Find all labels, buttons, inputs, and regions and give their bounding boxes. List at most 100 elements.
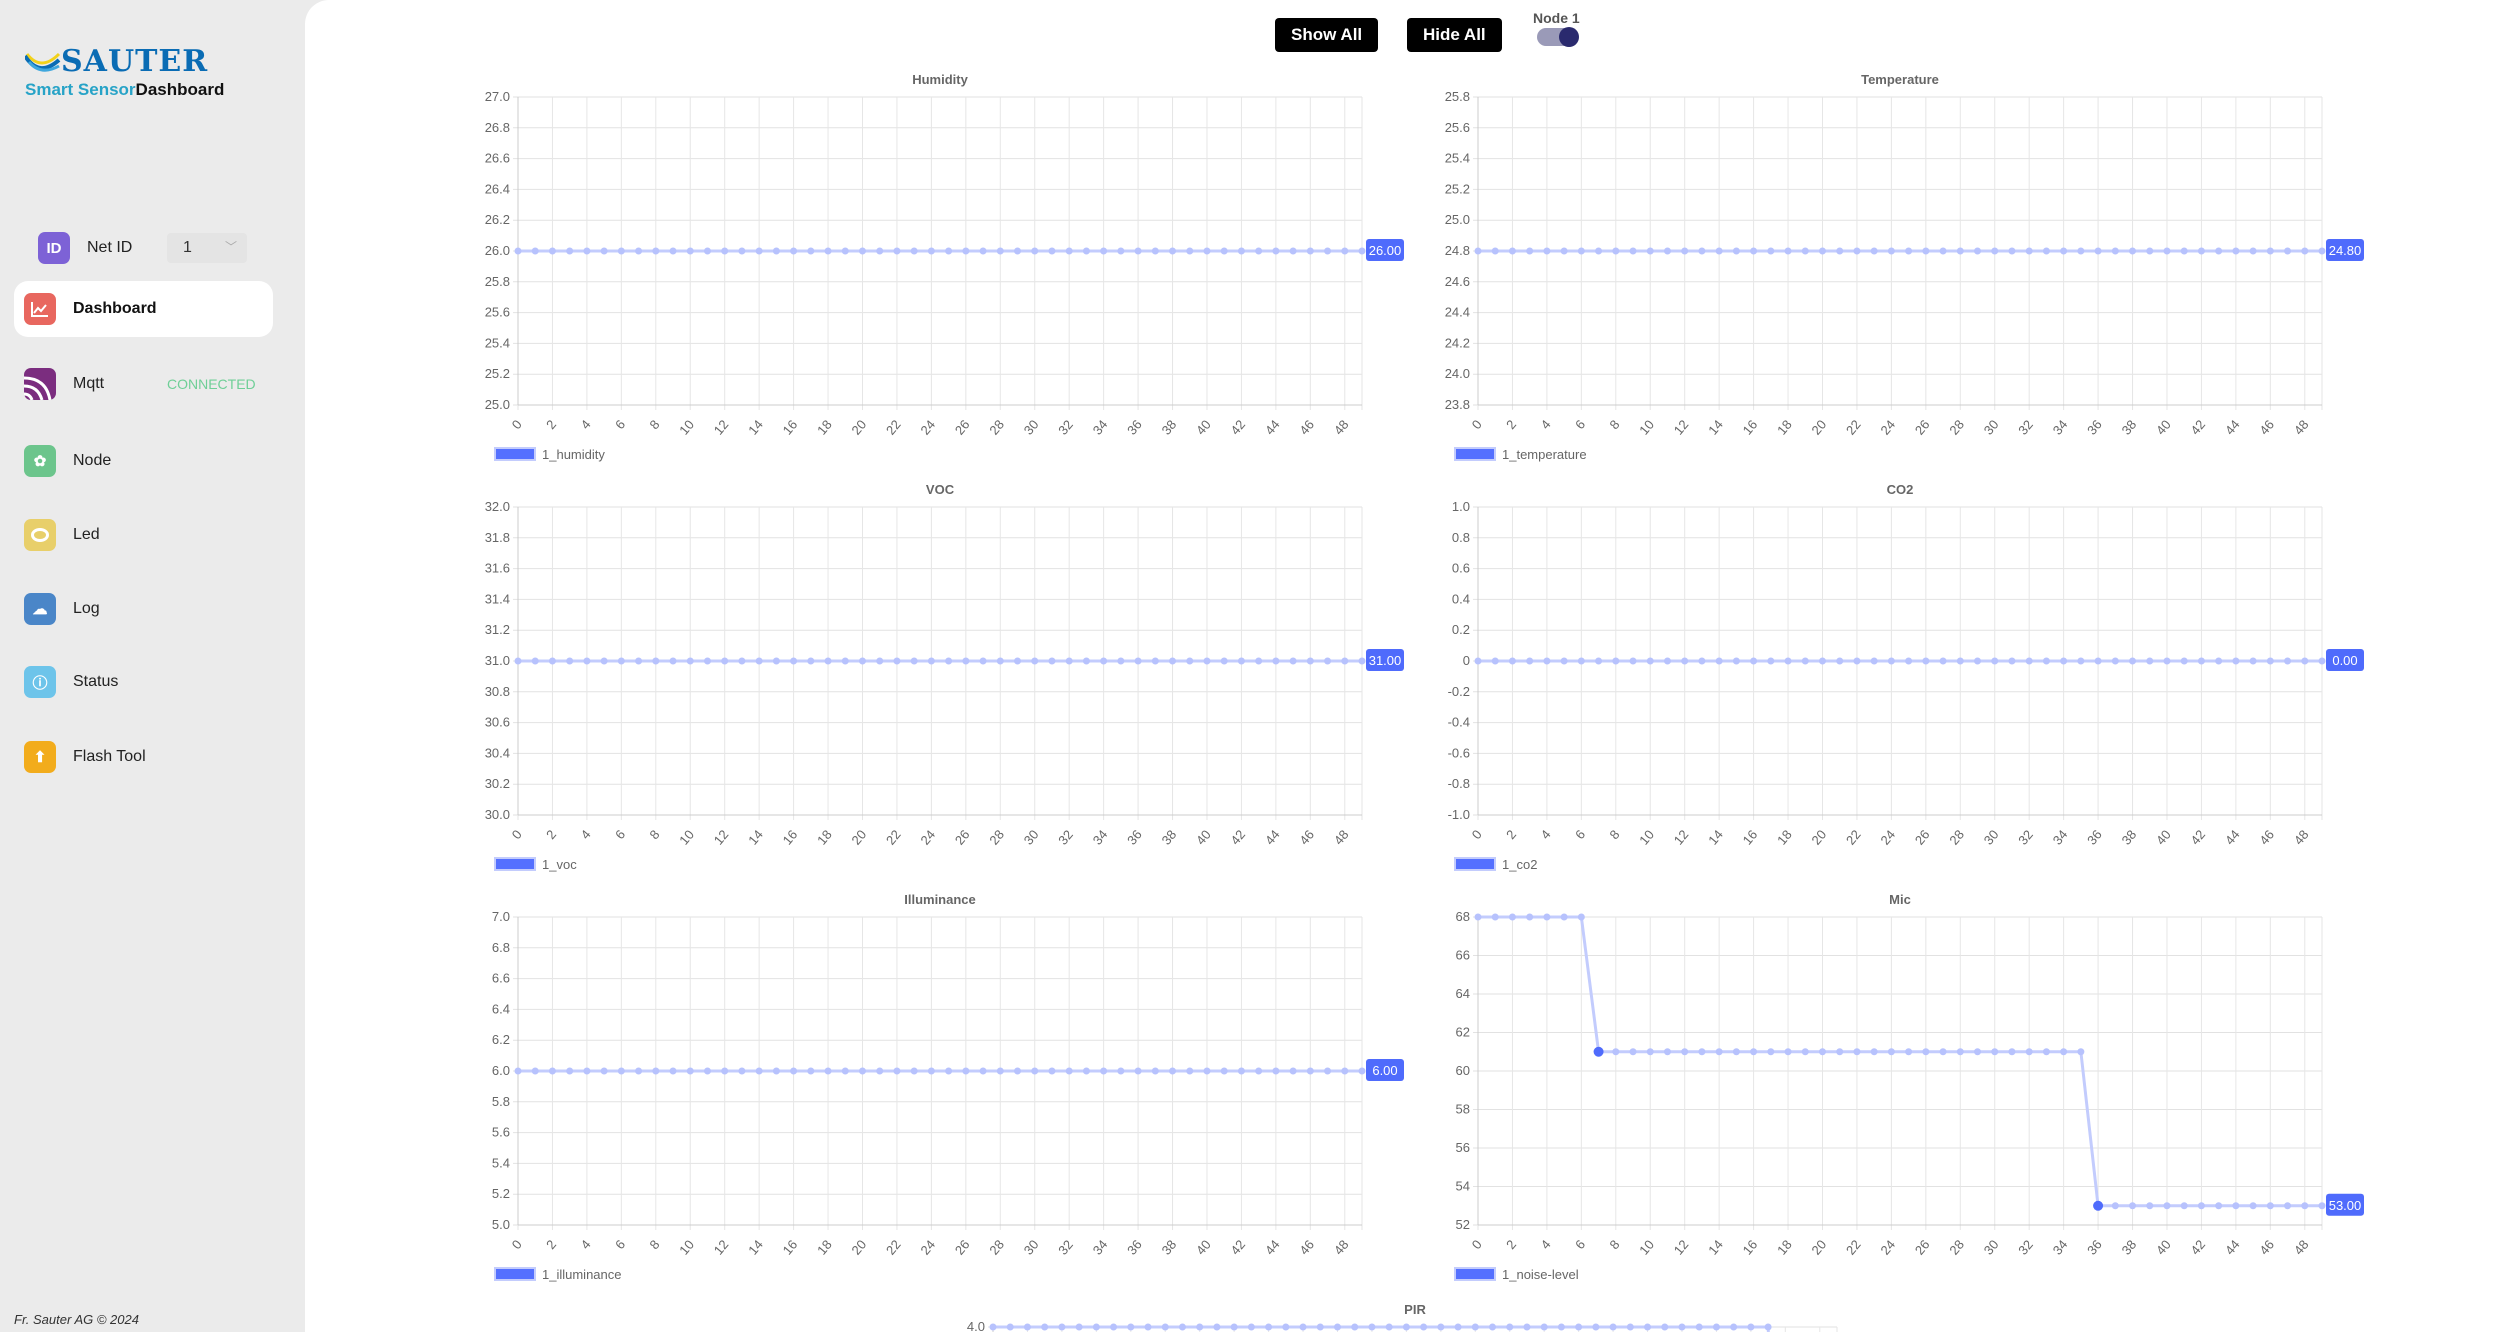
data-point: [755, 657, 763, 665]
x-tick-label: 24: [1877, 417, 1898, 438]
x-tick-label: 24: [1877, 1237, 1898, 1258]
x-tick-label: 22: [1843, 1237, 1864, 1258]
data-point: [1220, 1067, 1228, 1075]
data-point: [1203, 1067, 1211, 1075]
x-tick-label: 0: [509, 417, 525, 432]
data-point: [1474, 657, 1482, 665]
data-point: [1031, 1067, 1039, 1075]
data-point: [772, 247, 780, 255]
data-point: [927, 1067, 935, 1075]
y-tick-label: -0.8: [1448, 776, 1470, 791]
data-point: [2318, 1202, 2326, 1210]
chart-co2: CO2 -1.0 -0.8 -0.6 -0.4 -0.2 0 0.2 0.4 0.6 0.8 1.0 0…: [1420, 470, 2380, 880]
data-point: [1169, 247, 1177, 255]
sidebar-item-dashboard[interactable]: Dashboard: [14, 281, 273, 337]
data-point: [1612, 657, 1620, 665]
data-point: [1698, 1048, 1706, 1056]
sidebar-item-status[interactable]: ⓘ Status: [14, 654, 273, 710]
x-tick-label: 34: [2050, 1237, 2071, 1258]
x-tick-label: 14: [745, 1237, 766, 1258]
data-point: [617, 657, 625, 665]
legend-swatch: [1454, 857, 1496, 871]
data-point: [876, 1067, 884, 1075]
data-point: [566, 1067, 574, 1075]
data-point: [1203, 247, 1211, 255]
x-tick-label: 48: [1331, 1237, 1352, 1258]
y-tick-label: 0.4: [1452, 591, 1470, 606]
y-tick-label: 62: [1456, 1025, 1470, 1040]
sidebar-item-led[interactable]: Led: [14, 507, 273, 563]
x-tick-label: 14: [1705, 417, 1726, 438]
data-point: [1905, 657, 1913, 665]
data-point: [2249, 247, 2257, 255]
data-point: [1750, 247, 1758, 255]
data-point: [1887, 657, 1895, 665]
data-point: [2042, 1048, 2050, 1056]
data-point: [962, 247, 970, 255]
x-tick-label: 8: [646, 827, 662, 842]
legend-label: 1_noise-level: [1502, 1267, 1579, 1282]
hide-all-button[interactable]: Hide All: [1407, 18, 1502, 52]
data-point: [2266, 247, 2274, 255]
show-all-button[interactable]: Show All: [1275, 18, 1379, 52]
x-tick-label: 8: [1606, 1237, 1622, 1252]
data-point: [1065, 247, 1073, 255]
sidebar-item-label: Node: [73, 452, 112, 469]
x-tick-label: 40: [1193, 827, 1214, 848]
data-point: [989, 1323, 997, 1331]
data-point: [2197, 657, 2205, 665]
data-point: [514, 247, 522, 255]
data-point: [2301, 657, 2309, 665]
x-tick-label: 12: [1671, 1237, 1692, 1258]
last-value-badge: [1366, 1059, 1404, 1081]
x-tick-label: 14: [1705, 1237, 1726, 1258]
x-tick-label: 46: [2256, 1237, 2277, 1258]
data-point: [583, 657, 591, 665]
chart-line-icon: [24, 293, 56, 325]
node-1-toggle[interactable]: [1537, 27, 1579, 47]
data-point: [1082, 657, 1090, 665]
data-point: [1082, 247, 1090, 255]
data-point: [945, 1067, 953, 1075]
data-point: [2197, 247, 2205, 255]
sidebar-item-log[interactable]: ☁ Log: [14, 581, 273, 637]
node-toggle-label: Node 1: [1533, 10, 1580, 26]
data-point: [1491, 913, 1499, 921]
data-point: [2111, 657, 2119, 665]
chart-svg: Temperature 23.8 24.0 24.2 24.4 24.6 24.8 25.0 2…: [1445, 72, 2364, 462]
data-point: [1767, 247, 1775, 255]
data-point: [1543, 913, 1551, 921]
data-point: [807, 247, 815, 255]
data-point: [858, 1067, 866, 1075]
x-tick-label: 10: [676, 417, 697, 438]
chart-temperature: Temperature 23.8 24.0 24.2 24.4 24.6 24.8 25.0 2…: [1420, 60, 2380, 470]
data-point: [2284, 247, 2292, 255]
data-point: [1612, 247, 1620, 255]
x-tick-label: 40: [1193, 1237, 1214, 1258]
sidebar-item-mqtt[interactable]: Mqtt CONNECTED: [14, 356, 273, 412]
data-point: [1110, 1323, 1118, 1331]
sidebar-item-label: Flash Tool: [73, 748, 146, 765]
x-tick-label: 24: [1877, 827, 1898, 848]
data-point: [617, 247, 625, 255]
data-point: [1750, 1048, 1758, 1056]
data-point: [583, 1067, 591, 1075]
main-dashboard: Show All Hide All Node 1 Humidity 25.0 25.…: [305, 0, 2512, 1332]
y-tick-label: 32.0: [485, 499, 510, 514]
data-point: [1905, 247, 1913, 255]
net-id-select[interactable]: 1 ﹀: [167, 233, 247, 263]
data-point: [979, 1067, 987, 1075]
sidebar-item-flash-tool[interactable]: ⬆ Flash Tool: [14, 729, 273, 785]
x-tick-label: 32: [1055, 417, 1076, 438]
data-point: [2008, 247, 2016, 255]
sidebar-item-node[interactable]: ✿ Node: [14, 433, 273, 489]
data-point: [669, 657, 677, 665]
data-point: [876, 657, 884, 665]
data-point: [1220, 657, 1228, 665]
data-point: [1730, 1323, 1738, 1331]
data-point: [1237, 657, 1245, 665]
data-point: [2060, 657, 2068, 665]
x-tick-label: 16: [1740, 417, 1761, 438]
y-tick-label: 0.8: [1452, 530, 1470, 545]
data-point: [1956, 247, 1964, 255]
